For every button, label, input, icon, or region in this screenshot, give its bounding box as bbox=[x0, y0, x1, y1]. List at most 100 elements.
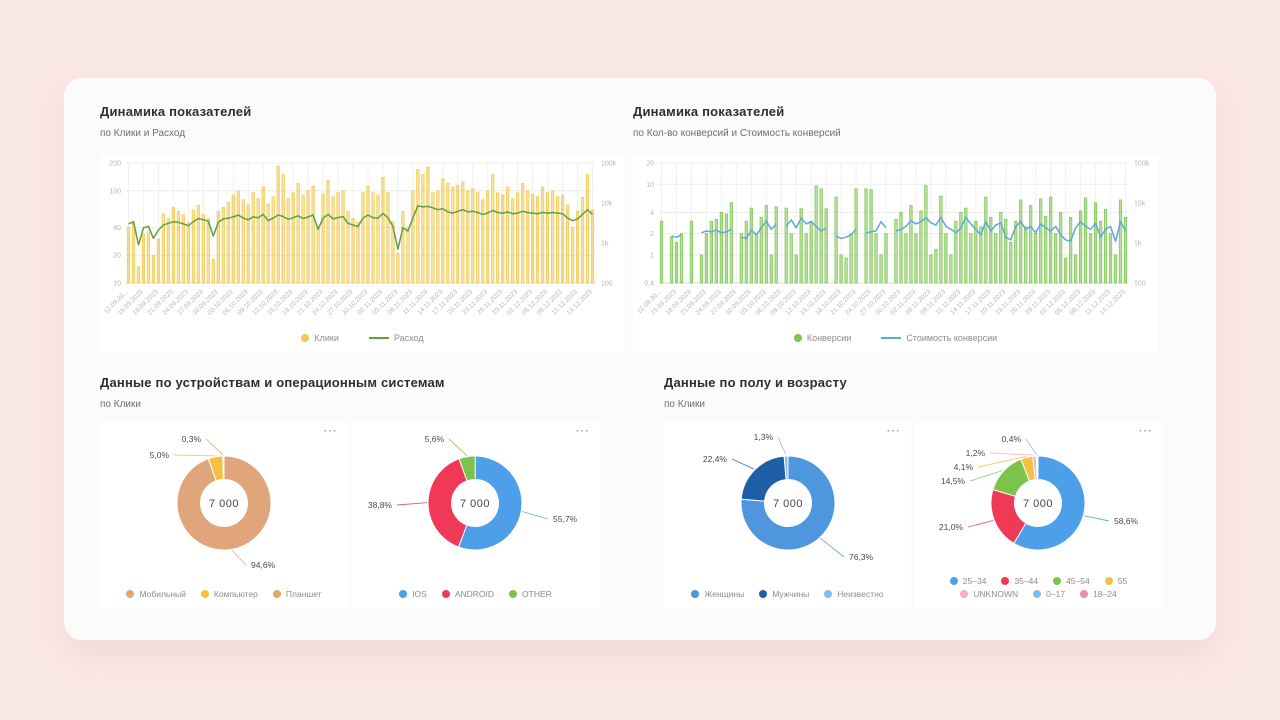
svg-text:14,5%: 14,5% bbox=[941, 476, 966, 486]
legend-label: 25–34 bbox=[962, 576, 987, 586]
legend-item[interactable]: UNKNOWN bbox=[960, 589, 1018, 599]
combo-chart-clicks-spend[interactable]: 200 100 40 20 10 100k 10k 1k 100 12.09.20... 15.09… bbox=[100, 155, 625, 353]
svg-text:200: 200 bbox=[109, 161, 121, 168]
legend-label: 35–44 bbox=[1014, 576, 1039, 586]
chart-legend: IOS ANDROID OTHER bbox=[357, 589, 594, 599]
legend-item[interactable]: Клики bbox=[301, 333, 339, 343]
more-menu-icon[interactable]: ⋯ bbox=[1138, 422, 1154, 438]
legend-item[interactable]: OTHER bbox=[509, 589, 552, 599]
legend-dot-icon bbox=[824, 590, 833, 598]
svg-text:7 000: 7 000 bbox=[773, 498, 803, 510]
legend-dot-icon bbox=[1001, 577, 1010, 585]
dashboard-card: Динамика показателей по Клики и Расход 2… bbox=[64, 78, 1216, 640]
legend-label: 0–17 bbox=[1046, 589, 1066, 599]
legend-label: Планшет bbox=[285, 589, 322, 599]
section-subtitle-dynamics-clicks: по Клики и Расход bbox=[100, 128, 186, 139]
section-subtitle-dynamics-conversions: по Кол-во конверсий и Стоимость конверси… bbox=[633, 128, 841, 139]
legend-item[interactable]: IOS bbox=[399, 589, 427, 599]
legend-label: ANDROID bbox=[454, 589, 495, 599]
svg-text:55,7%: 55,7% bbox=[553, 514, 578, 524]
section-title-demography: Данные по полу и возрасту bbox=[664, 375, 847, 390]
legend-dot-icon bbox=[399, 590, 408, 598]
donut-panel-age[interactable]: ⋯ 58,6% 21,0% 14,5% 4,1% 1,2% 0,4% 7 000 25–34 3… bbox=[914, 422, 1163, 608]
legend-item[interactable]: 25–34 bbox=[949, 576, 987, 586]
svg-text:1k: 1k bbox=[601, 241, 609, 248]
legend-item[interactable]: 0–17 bbox=[1033, 589, 1065, 599]
svg-text:4: 4 bbox=[650, 210, 654, 217]
legend-label: Мобильный bbox=[139, 589, 186, 599]
svg-text:100: 100 bbox=[601, 281, 613, 288]
legend-item[interactable]: 45–54 bbox=[1053, 576, 1090, 586]
svg-text:100k: 100k bbox=[1134, 161, 1150, 168]
legend-dot-icon bbox=[1104, 577, 1113, 585]
legend-line-marker-icon bbox=[881, 337, 902, 339]
section-subtitle-devices: по Клики bbox=[100, 399, 141, 410]
legend-item[interactable]: 35–44 bbox=[1001, 576, 1038, 586]
svg-text:7 000: 7 000 bbox=[460, 498, 490, 510]
legend-item[interactable]: 18–24 bbox=[1080, 589, 1117, 599]
donut-chart-svg: 55,7% 38,8% 5,6% 7 000 bbox=[368, 434, 578, 551]
legend-item[interactable]: Женщины bbox=[691, 589, 744, 599]
legend-dot-icon bbox=[960, 590, 969, 598]
legend-dot-icon bbox=[1053, 577, 1062, 585]
legend-item[interactable]: 55 bbox=[1104, 576, 1127, 586]
legend-item[interactable]: Компьютер bbox=[200, 589, 258, 599]
chart-legend: Конверсии Стоимость конверсии bbox=[633, 327, 1158, 349]
svg-text:1,2%: 1,2% bbox=[966, 448, 986, 458]
svg-text:5,0%: 5,0% bbox=[150, 450, 170, 460]
legend-dot-icon bbox=[126, 590, 135, 598]
donut-chart-svg: 58,6% 21,0% 14,5% 4,1% 1,2% 0,4% 7 000 bbox=[939, 434, 1139, 551]
legend-dot-icon bbox=[301, 334, 310, 342]
legend-item[interactable]: Неизвестно bbox=[824, 589, 884, 599]
svg-text:0,3%: 0,3% bbox=[182, 434, 202, 444]
svg-text:10: 10 bbox=[646, 182, 654, 189]
svg-text:5,6%: 5,6% bbox=[425, 434, 445, 444]
legend-item[interactable]: Расход bbox=[368, 333, 424, 343]
section-title-devices: Данные по устройствам и операционным сис… bbox=[100, 375, 445, 390]
donut-panel-gender[interactable]: ⋯ 76,3% 22,4% 1,3% 7 000 Женщины Мужчины Неизв… bbox=[664, 422, 911, 608]
svg-text:2: 2 bbox=[650, 231, 654, 238]
legend-dot-icon bbox=[272, 590, 281, 598]
svg-text:4,1%: 4,1% bbox=[954, 462, 974, 472]
svg-text:7 000: 7 000 bbox=[1023, 498, 1053, 510]
legend-dot-icon bbox=[793, 334, 802, 342]
svg-text:0,4%: 0,4% bbox=[1002, 434, 1022, 444]
legend-label: Клики bbox=[314, 333, 339, 343]
svg-text:20: 20 bbox=[646, 161, 654, 168]
donut-panel-operating-systems[interactable]: ⋯ 55,7% 38,8% 5,6% 7 000 IOS ANDROID OTHER bbox=[351, 422, 600, 608]
legend-item[interactable]: ANDROID bbox=[441, 589, 495, 599]
more-menu-icon[interactable]: ⋯ bbox=[323, 422, 339, 438]
svg-text:1,3%: 1,3% bbox=[754, 432, 774, 442]
legend-dot-icon bbox=[949, 577, 958, 585]
donut-chart-svg: 76,3% 22,4% 1,3% 7 000 bbox=[703, 432, 874, 562]
legend-label: Компьютер bbox=[213, 589, 258, 599]
more-menu-icon[interactable]: ⋯ bbox=[886, 422, 902, 438]
legend-label: UNKNOWN bbox=[973, 589, 1019, 599]
more-menu-icon[interactable]: ⋯ bbox=[575, 422, 591, 438]
chart-legend: Женщины Мужчины Неизвестно bbox=[670, 589, 905, 599]
legend-dot-icon bbox=[1080, 590, 1089, 598]
legend-item[interactable]: Конверсии bbox=[793, 333, 852, 343]
legend-label: 45–54 bbox=[1066, 576, 1090, 586]
legend-dot-icon bbox=[200, 590, 209, 598]
svg-text:7 000: 7 000 bbox=[209, 498, 239, 510]
chart-legend: 25–34 35–44 45–54 55 UNKNOWN 0–17 18–24 bbox=[920, 576, 1157, 599]
legend-dot-icon bbox=[691, 590, 700, 598]
legend-item[interactable]: Планшет bbox=[272, 589, 322, 599]
svg-text:1k: 1k bbox=[1134, 241, 1142, 248]
legend-item[interactable]: Стоимость конверсии bbox=[881, 333, 997, 343]
chart-legend: Клики Расход bbox=[100, 327, 625, 349]
svg-text:1: 1 bbox=[650, 252, 654, 259]
svg-text:100: 100 bbox=[109, 188, 121, 195]
svg-text:0,4: 0,4 bbox=[644, 281, 654, 288]
donut-panel-device-types[interactable]: ⋯ 94,6% 5,0% 0,3% 7 000 Мобильный Компьютер Пл… bbox=[100, 422, 348, 608]
legend-dot-icon bbox=[1033, 590, 1042, 598]
legend-label: IOS bbox=[412, 589, 427, 599]
legend-item[interactable]: Мужчины bbox=[759, 589, 809, 599]
svg-text:100: 100 bbox=[1134, 281, 1146, 288]
combo-chart-conversions-cost[interactable]: 20 10 4 2 1 0,4 100k 10k 1k 100 12.09.20... 15.09.2… bbox=[633, 155, 1158, 353]
legend-item[interactable]: Мобильный bbox=[126, 589, 186, 599]
legend-label: Конверсии bbox=[806, 333, 852, 343]
legend-dot-icon bbox=[759, 590, 768, 598]
